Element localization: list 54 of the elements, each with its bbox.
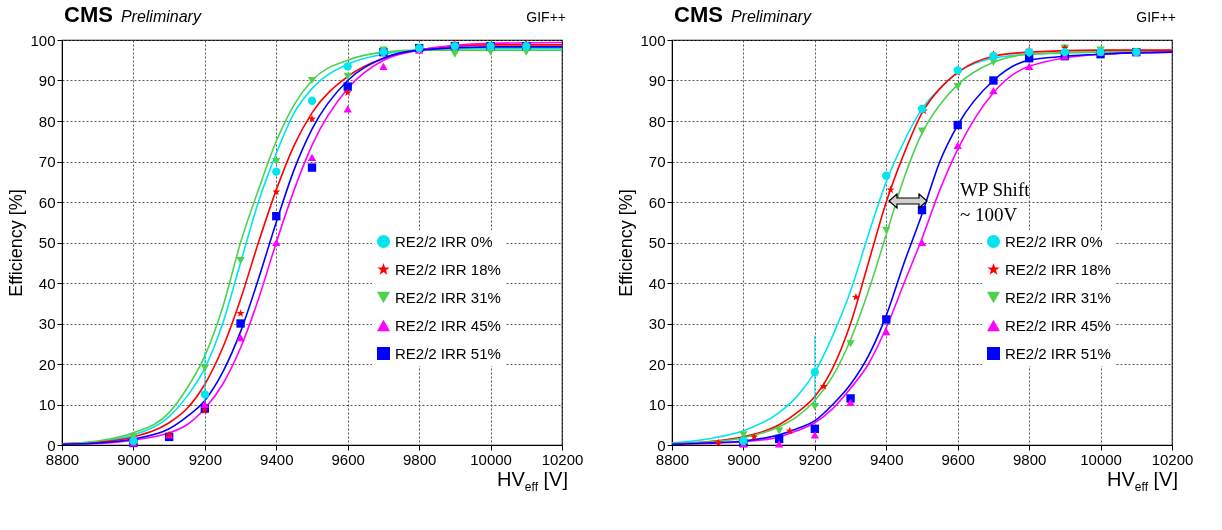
y-tick-label: 40 (648, 274, 666, 292)
legend-label: RE2/2 IRR 31% (395, 288, 501, 306)
legend-label: RE2/2 IRR 0% (395, 232, 493, 250)
legend-label: RE2/2 IRR 51% (395, 344, 501, 362)
legend-label: RE2/2 IRR 0% (1005, 232, 1103, 250)
legend-label: RE2/2 IRR 31% (1005, 288, 1111, 306)
x-tick-label: 9200 (798, 450, 833, 468)
y-axis-title: Efficiency [%] (6, 189, 27, 297)
x-tick-label: 9800 (1012, 450, 1047, 468)
y-tick-label: 90 (648, 72, 666, 89)
text: GIF++ (1136, 9, 1176, 25)
y-axis-title: Efficiency [%] (616, 189, 637, 297)
x-tick-label: 10000 (1080, 450, 1122, 468)
chart-title: CMS (674, 2, 723, 27)
chart-subtitle: Preliminary (120, 8, 201, 25)
x-tick-label: 9600 (941, 450, 975, 468)
y-tick-label: 70 (648, 153, 666, 170)
annotation: ~ 100V (960, 203, 1019, 227)
chart-subtitle: Preliminary (730, 8, 811, 25)
x-tick-label: 9000 (117, 450, 151, 468)
y-tick-label: 70 (38, 153, 56, 170)
y-tick-label: 60 (38, 193, 56, 211)
x-tick-label: 10200 (1151, 450, 1194, 468)
y-tick-label: 10 (38, 396, 56, 413)
x-tick-label: 10000 (470, 450, 512, 468)
y-tick-label: 50 (648, 234, 666, 251)
legend-label: RE2/2 IRR 51% (1005, 344, 1111, 362)
y-tick-label: 30 (38, 315, 56, 332)
y-tick-label: 20 (648, 355, 666, 373)
x-tick-label: 9600 (331, 450, 365, 468)
x-tick-label: 10200 (541, 450, 584, 468)
y-tick-label: 50 (38, 234, 56, 251)
y-tick-label: 80 (648, 112, 666, 130)
y-tick-label: 60 (648, 193, 666, 211)
y-tick-label: 80 (38, 112, 56, 130)
x-tick-label: 9800 (402, 450, 437, 468)
legend-label: RE2/2 IRR 45% (395, 316, 501, 334)
x-tick-label: 9000 (727, 450, 761, 468)
text: GIF++ (526, 9, 566, 25)
y-tick-label: 100 (640, 31, 666, 49)
y-tick-label: 90 (38, 72, 56, 89)
y-tick-label: 10 (648, 396, 666, 413)
legend-label: RE2/2 IRR 18% (395, 260, 501, 278)
y-tick-label: 100 (30, 31, 56, 49)
x-tick-label: 9400 (260, 450, 294, 468)
y-tick-label: 40 (38, 274, 56, 292)
x-tick-label: 9200 (188, 450, 223, 468)
chart-title: CMS (64, 2, 113, 27)
annotation: WP Shift (960, 178, 1030, 202)
legend-label: RE2/2 IRR 45% (1005, 316, 1111, 334)
y-tick-label: 20 (38, 355, 56, 373)
y-tick-label: 30 (648, 315, 666, 332)
legend-label: RE2/2 IRR 18% (1005, 260, 1111, 278)
x-tick-label: 9400 (870, 450, 904, 468)
